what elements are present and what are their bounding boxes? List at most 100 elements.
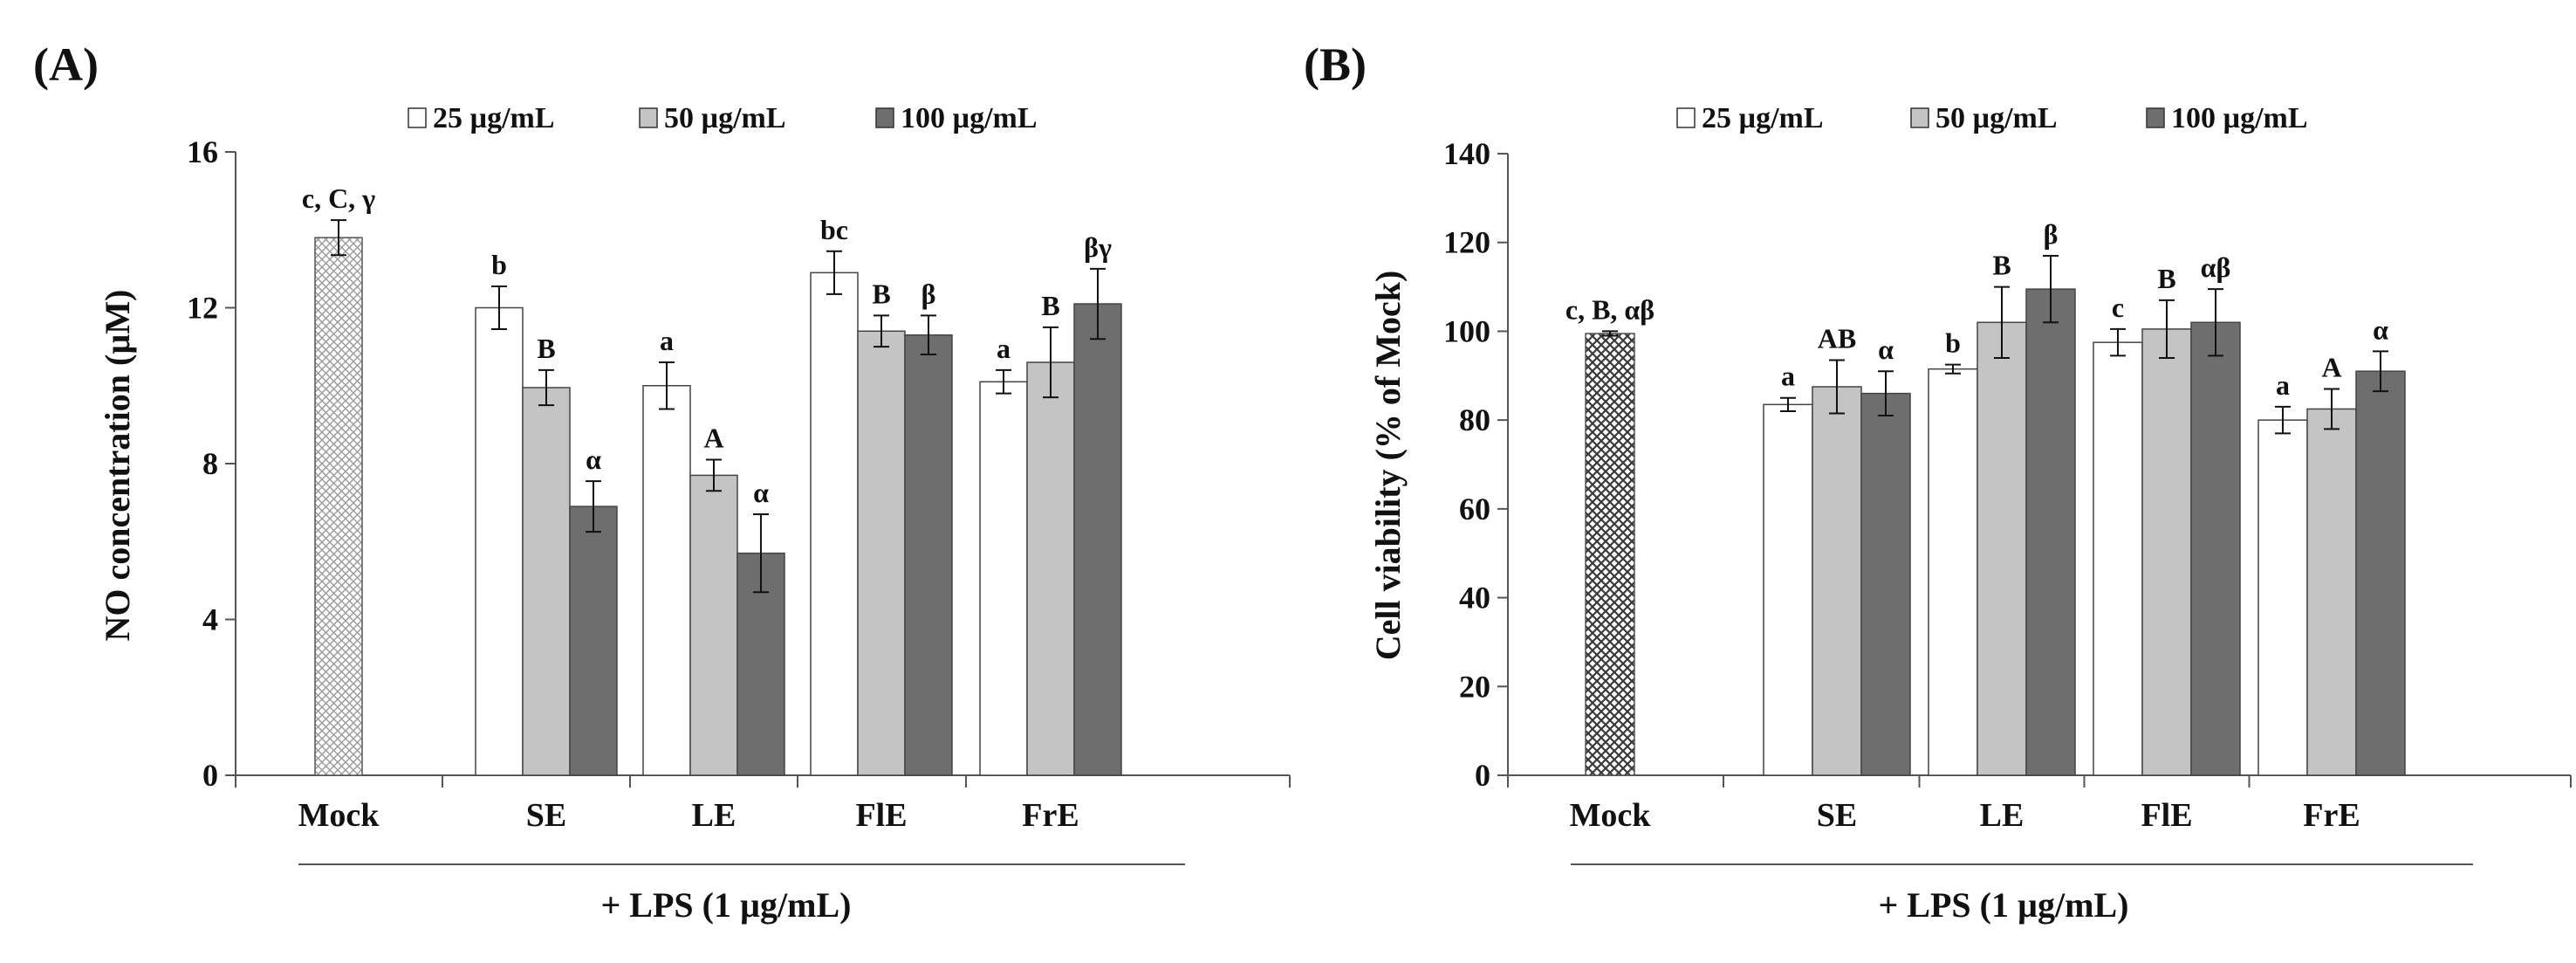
bar-light [1812, 386, 1862, 776]
x-tick-label: SE [1817, 797, 1857, 834]
bar-white-letter: b [491, 249, 507, 280]
y-tick-label: 80 [1459, 402, 1490, 437]
bar-white-letter: b [1945, 327, 1961, 359]
bar-white [1763, 403, 1813, 776]
bar-mock [1585, 333, 1635, 776]
legend-a-label-25: 25 µg/mL [433, 102, 555, 134]
x-tick-label: FlE [2141, 797, 2192, 834]
bar-light-letter: B [1992, 250, 2011, 281]
legend-a-swatch-50 [639, 107, 658, 128]
bar-white [979, 381, 1028, 776]
bar-white [642, 385, 691, 776]
legend-a-label-50: 50 µg/mL [664, 102, 786, 134]
bar-white [2257, 419, 2308, 776]
y-tick-label: 100 [1443, 313, 1490, 348]
bar-light-letter: A [2321, 352, 2341, 383]
bar-white [2093, 341, 2143, 776]
bar-dark [2355, 370, 2406, 776]
bar-white-letter: c [2112, 292, 2124, 323]
y-tick-label: 140 [1443, 136, 1490, 171]
legend-a-label-100: 100 µg/mL [901, 102, 1038, 134]
bar-white-letter: a [1781, 361, 1795, 392]
bar-light-letter: B [872, 278, 890, 309]
bar-light [2306, 408, 2357, 776]
bar-white-letter: a [660, 325, 674, 356]
legend-b-label-25: 25 µg/mL [1702, 102, 1824, 134]
bar-dark-letter: β [2044, 218, 2059, 250]
legend-b-swatch-100 [2146, 107, 2165, 128]
bar-light-letter: A [703, 423, 723, 454]
panel-b-label: (B) [1304, 38, 1367, 91]
bar-white [810, 272, 859, 776]
panel-a: (A) NO concentration (µM) + LPS (1 µg/mL… [33, 38, 1291, 925]
bar-dark-letter: α [1878, 334, 1894, 365]
bar-white [475, 306, 524, 776]
bar-light [522, 387, 571, 776]
mock-letter: c, C, γ [302, 182, 375, 214]
y-tick-label: 16 [187, 134, 218, 169]
y-tick-label: 8 [202, 446, 218, 481]
x-tick-label: FrE [2303, 797, 2360, 834]
bar-dark [1073, 303, 1122, 776]
bar-dark-letter: α [2373, 313, 2388, 345]
x-tick-label: LE [692, 797, 736, 834]
bar-dark-letter: βγ [1084, 231, 1112, 263]
legend-a-swatch-25 [408, 107, 427, 128]
legend-b-label-100: 100 µg/mL [2171, 102, 2308, 134]
panel-a-label: (A) [33, 38, 99, 91]
x-tick-label: SE [526, 797, 566, 834]
x-tick-label: FlE [855, 797, 907, 834]
bar-dark [2025, 288, 2076, 776]
panel-a-x-axis-title: + LPS (1 µg/mL) [601, 885, 852, 925]
bar-light-letter: B [1041, 290, 1059, 321]
bar-dark-letter: β [921, 278, 936, 309]
bar-dark [569, 506, 618, 776]
bar-white-letter: bc [820, 214, 848, 245]
bar-light [2141, 328, 2192, 776]
panel-b: (B) Cell viability (% of Mock) + LPS (1 … [1304, 38, 2572, 925]
y-tick-label: 0 [1475, 758, 1490, 793]
legend-b-swatch-25 [1676, 107, 1696, 128]
legend-b-label-50: 50 µg/mL [1935, 102, 2058, 134]
x-tick-label: LE [1980, 797, 2024, 834]
bar-light [1026, 361, 1075, 776]
panel-a-y-axis-title: NO concentration (µM) [98, 290, 137, 642]
panel-b-plot: 0 20 40 60 80 100 120 140 Mock SE LE FlE FrE c, B, αβ… [1443, 136, 2572, 865]
y-tick-label: 12 [187, 291, 218, 326]
bar-dark [2190, 321, 2241, 776]
bar-dark-letter: α [753, 477, 769, 508]
bar-light-letter: B [2157, 263, 2175, 294]
bar-dark-letter: αβ [2201, 251, 2231, 283]
bar-mock [314, 237, 363, 776]
y-tick-label: 40 [1459, 581, 1490, 616]
y-tick-label: 60 [1459, 492, 1490, 526]
y-tick-label: 120 [1443, 225, 1490, 260]
bar-white [1928, 368, 1978, 776]
x-tick-label: Mock [1570, 797, 1652, 834]
mock-letter: c, B, αβ [1565, 293, 1655, 325]
bar-dark-letter: α [586, 444, 601, 475]
x-tick-label: FrE [1022, 797, 1079, 834]
y-tick-label: 4 [202, 602, 218, 637]
panel-b-x-axis-title: + LPS (1 µg/mL) [1879, 885, 2129, 925]
bar-dark [1860, 392, 1911, 776]
y-tick-label: 0 [202, 758, 218, 793]
panel-b-legend: 25 µg/mL 50 µg/mL 100 µg/mL [1676, 102, 2308, 134]
panel-a-legend: 25 µg/mL 50 µg/mL 100 µg/mL [408, 102, 1038, 134]
bar-light-letter: B [537, 333, 555, 364]
bar-light [1977, 321, 2027, 776]
bar-light-letter: AB [1818, 322, 1856, 354]
bar-dark [904, 334, 953, 776]
bar-white-letter: a [2276, 369, 2290, 401]
bar-light [689, 474, 738, 776]
bar-white-letter: a [997, 333, 1011, 364]
legend-a-swatch-100 [875, 107, 894, 128]
y-tick-label: 20 [1459, 669, 1490, 704]
panel-b-y-axis-title: Cell viability (% of Mock) [1368, 271, 1408, 661]
bar-light [857, 330, 906, 776]
x-tick-label: Mock [298, 797, 380, 834]
legend-b-swatch-50 [1910, 107, 1929, 128]
